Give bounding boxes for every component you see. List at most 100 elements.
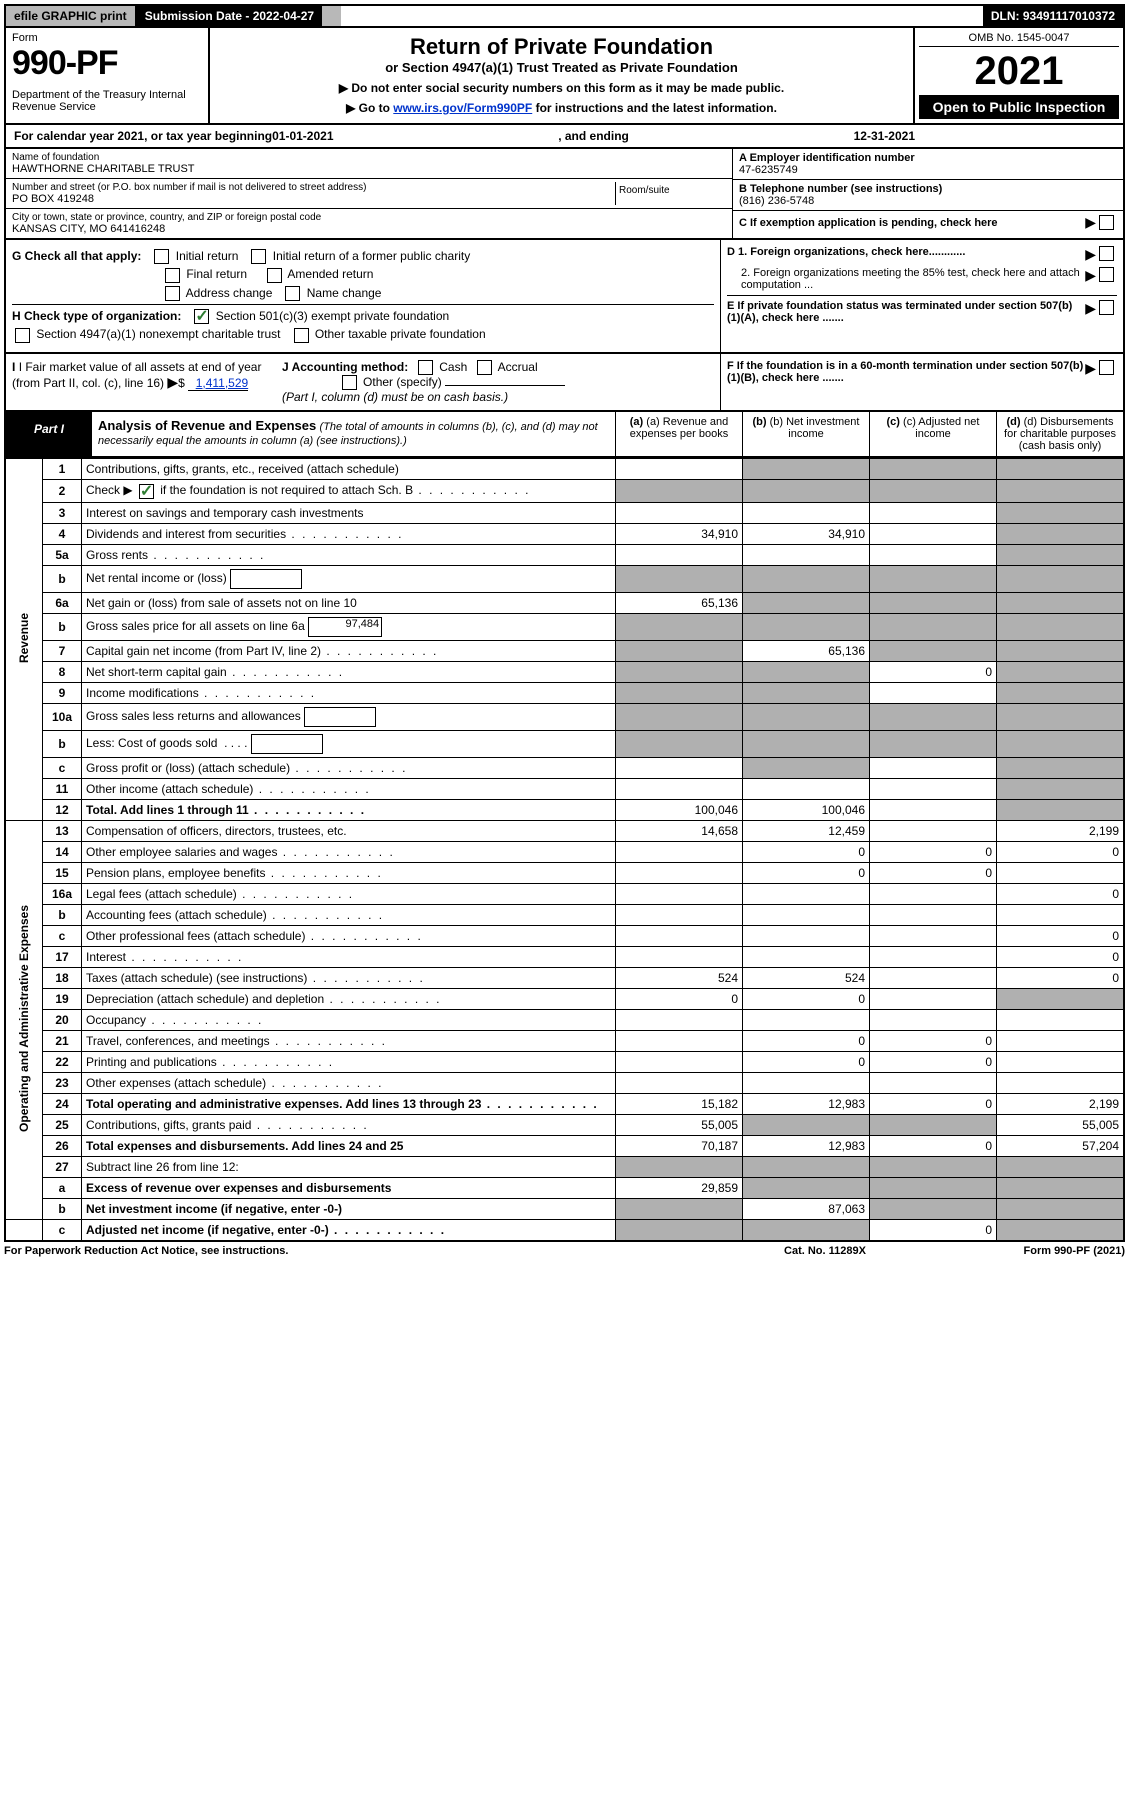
check-section-g: G Check all that apply: Initial return I…	[4, 240, 1125, 354]
final-return-checkbox[interactable]	[165, 268, 180, 283]
line-17: 17Interest0	[5, 946, 1124, 967]
line-23-desc: Other expenses (attach schedule)	[82, 1072, 616, 1093]
d2-checkbox[interactable]	[1099, 267, 1114, 282]
other-taxable-checkbox[interactable]	[294, 328, 309, 343]
line-26-desc: Total expenses and disbursements. Add li…	[82, 1135, 616, 1156]
i-j-block: I I Fair market value of all assets at e…	[4, 354, 1125, 413]
cal-spacer	[915, 129, 1115, 143]
phone-label: B Telephone number (see instructions)	[739, 183, 1117, 195]
line-25: 25Contributions, gifts, grants paid55,00…	[5, 1114, 1124, 1135]
footer-catalog: Cat. No. 11289X	[725, 1245, 925, 1257]
line-4-desc: Dividends and interest from securities	[82, 523, 616, 544]
schb-checkbox[interactable]	[139, 484, 154, 499]
e-checkbox[interactable]	[1099, 300, 1114, 315]
h-opt-3: Other taxable private foundation	[315, 327, 486, 341]
line-19-desc: Depreciation (attach schedule) and deple…	[82, 988, 616, 1009]
fmv-value[interactable]: 1,411,529	[188, 376, 248, 391]
line-27a-desc: Excess of revenue over expenses and disb…	[82, 1177, 616, 1198]
room-label: Room/suite	[616, 182, 726, 199]
initial-return-checkbox[interactable]	[154, 249, 169, 264]
line-3: 3Interest on savings and temporary cash …	[5, 502, 1124, 523]
open-to-public: Open to Public Inspection	[919, 95, 1119, 119]
arrow-icon: ▶	[1085, 300, 1096, 324]
part-i-title: Analysis of Revenue and Expenses	[98, 418, 316, 433]
d1-checkbox[interactable]	[1099, 246, 1114, 261]
instruction-2: ▶ Go to www.irs.gov/Form990PF for instru…	[216, 101, 907, 115]
footer-left: For Paperwork Reduction Act Notice, see …	[4, 1245, 725, 1257]
line-10c-desc: Gross profit or (loss) (attach schedule)	[82, 757, 616, 778]
line-14-desc: Other employee salaries and wages	[82, 841, 616, 862]
accrual-checkbox[interactable]	[477, 360, 492, 375]
g-opt-2: Final return	[186, 267, 247, 281]
revenue-side-label: Revenue	[5, 459, 43, 820]
form-label: Form	[12, 32, 202, 44]
form-title: Return of Private Foundation	[216, 34, 907, 60]
line-5b-desc: Net rental income or (loss)	[82, 565, 616, 592]
cash-checkbox[interactable]	[418, 360, 433, 375]
line-26: 26Total expenses and disbursements. Add …	[5, 1135, 1124, 1156]
4947-checkbox[interactable]	[15, 328, 30, 343]
submission-date-label: Submission Date - 2022-04-27	[137, 6, 322, 26]
line-27b-desc: Net investment income (if negative, ente…	[82, 1198, 616, 1219]
foundation-name-cell: Name of foundation HAWTHORNE CHARITABLE …	[6, 149, 732, 179]
entity-left: Name of foundation HAWTHORNE CHARITABLE …	[6, 149, 732, 238]
501c3-checkbox[interactable]	[194, 309, 209, 324]
room-cell: Room/suite	[615, 182, 726, 205]
line-6b: bGross sales price for all assets on lin…	[5, 613, 1124, 640]
col-b-text: (b) Net investment income	[770, 416, 860, 440]
line-17-desc: Interest	[82, 946, 616, 967]
irs-link[interactable]: www.irs.gov/Form990PF	[393, 101, 532, 115]
street-cell: Number and street (or P.O. box number if…	[12, 182, 615, 205]
line-11: 11Other income (attach schedule)	[5, 778, 1124, 799]
f-checkbox[interactable]	[1099, 360, 1114, 375]
arrow-icon: ▶	[1085, 267, 1096, 291]
line-13-desc: Compensation of officers, directors, tru…	[82, 820, 616, 841]
amended-return-checkbox[interactable]	[267, 268, 282, 283]
line-16c: cOther professional fees (attach schedul…	[5, 925, 1124, 946]
exemption-checkbox[interactable]	[1099, 215, 1114, 230]
d1-label: D 1. Foreign organizations, check here..…	[727, 246, 1085, 263]
g-opt-4: Address change	[186, 286, 273, 300]
f-block: F If the foundation is in a 60-month ter…	[721, 354, 1123, 411]
part-i-label: Part I	[6, 412, 92, 456]
line-27c-desc: Adjusted net income (if negative, enter …	[82, 1219, 616, 1241]
phone-cell: B Telephone number (see instructions) (8…	[733, 180, 1123, 211]
col-c-text: (c) Adjusted net income	[903, 416, 979, 440]
address-change-checkbox[interactable]	[165, 286, 180, 301]
initial-former-checkbox[interactable]	[251, 249, 266, 264]
efile-print-button[interactable]: efile GRAPHIC print	[6, 6, 137, 26]
line-9: 9Income modifications	[5, 682, 1124, 703]
cash-label: Cash	[439, 360, 467, 374]
cal-mid: , and ending	[334, 129, 854, 143]
h-opt-1: Section 501(c)(3) exempt private foundat…	[216, 309, 449, 323]
line-10a: 10aGross sales less returns and allowanc…	[5, 703, 1124, 730]
line-15-desc: Pension plans, employee benefits	[82, 862, 616, 883]
exemption-cell: C If exemption application is pending, c…	[733, 211, 1123, 234]
submission-date-spacer	[322, 6, 341, 26]
name-change-checkbox[interactable]	[285, 286, 300, 301]
form-subtitle: or Section 4947(a)(1) Trust Treated as P…	[216, 60, 907, 75]
line-24-desc: Total operating and administrative expen…	[82, 1093, 616, 1114]
line-20: 20Occupancy	[5, 1009, 1124, 1030]
arrow-icon: ▶	[1085, 360, 1096, 384]
entity-right: A Employer identification number 47-6235…	[732, 149, 1123, 238]
other-method-checkbox[interactable]	[342, 375, 357, 390]
cal-pre: For calendar year 2021, or tax year begi…	[14, 129, 272, 143]
city-label: City or town, state or province, country…	[12, 212, 726, 223]
phone-value: (816) 236-5748	[739, 195, 1117, 207]
col-a-text: (a) Revenue and expenses per books	[630, 416, 728, 440]
g-opt-1: Initial return of a former public charit…	[273, 249, 470, 263]
g-opt-0: Initial return	[176, 249, 239, 263]
line-10b-desc: Less: Cost of goods sold . . . .	[82, 730, 616, 757]
line-13: Operating and Administrative Expenses 13…	[5, 820, 1124, 841]
line-2: 2Check ▶ if the foundation is not requir…	[5, 480, 1124, 502]
d2-label: 2. Foreign organizations meeting the 85%…	[727, 267, 1085, 291]
line-22: 22Printing and publications00	[5, 1051, 1124, 1072]
line-27: 27Subtract line 26 from line 12:	[5, 1156, 1124, 1177]
line-6a: 6aNet gain or (loss) from sale of assets…	[5, 592, 1124, 613]
footer: For Paperwork Reduction Act Notice, see …	[4, 1242, 1125, 1260]
g-opt-5: Name change	[307, 286, 382, 300]
h-opt-2: Section 4947(a)(1) nonexempt charitable …	[36, 327, 280, 341]
instr2-post: for instructions and the latest informat…	[532, 101, 777, 115]
other-label: Other (specify)	[363, 375, 442, 389]
